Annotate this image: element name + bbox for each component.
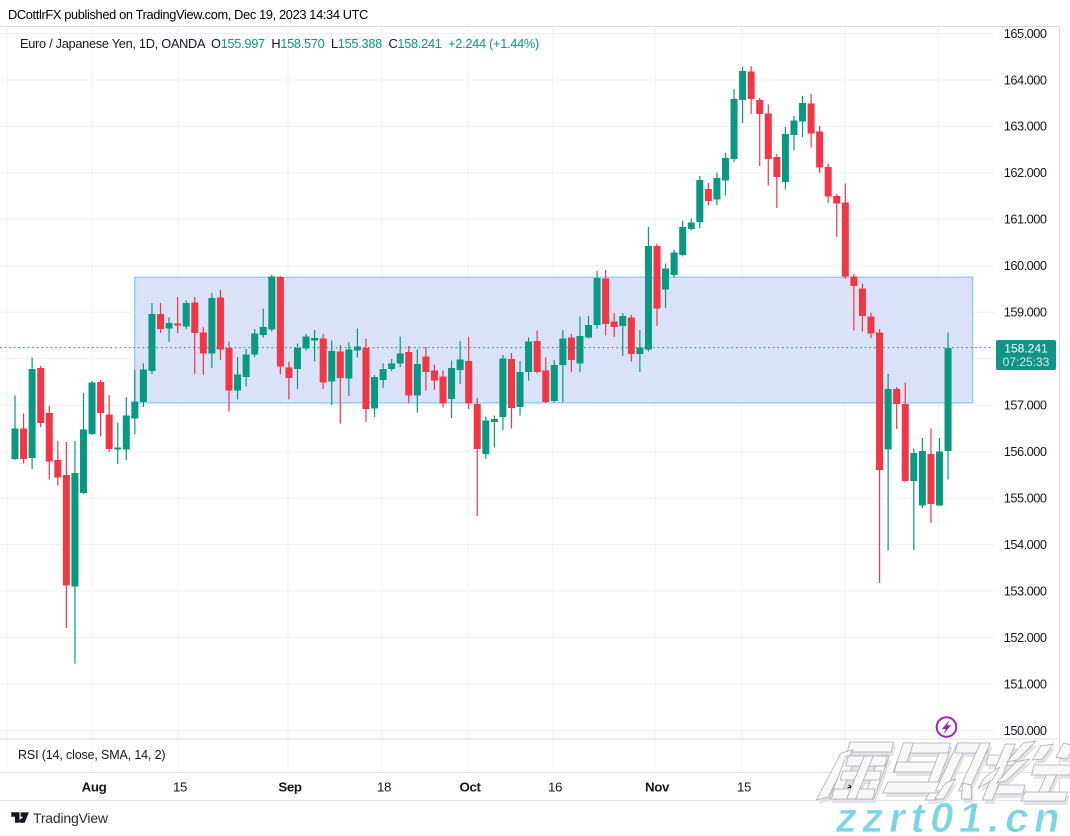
svg-text:159.000: 159.000 xyxy=(1004,305,1047,320)
svg-text:15: 15 xyxy=(173,779,187,794)
svg-text:TradingView: TradingView xyxy=(33,810,109,826)
svg-text:Nov: Nov xyxy=(645,779,670,794)
svg-text:16: 16 xyxy=(548,779,562,794)
svg-text:155.000: 155.000 xyxy=(1004,491,1047,506)
svg-text:Euro / Japanese Yen, 1D, OANDA: Euro / Japanese Yen, 1D, OANDA O155.997 … xyxy=(20,36,539,51)
svg-text:Sep: Sep xyxy=(278,779,301,794)
svg-text:150.000: 150.000 xyxy=(1004,723,1047,738)
svg-text:160.000: 160.000 xyxy=(1004,258,1047,273)
svg-text:zzrt01.cn: zzrt01.cn xyxy=(832,794,1069,836)
svg-text:Oct: Oct xyxy=(460,779,482,794)
svg-text:151.000: 151.000 xyxy=(1004,676,1047,691)
svg-text:DCottlrFX published on Trading: DCottlrFX published on TradingView.com, … xyxy=(8,7,368,22)
svg-text:162.000: 162.000 xyxy=(1004,165,1047,180)
svg-text:165.000: 165.000 xyxy=(1004,26,1047,41)
svg-text:154.000: 154.000 xyxy=(1004,537,1047,552)
svg-text:163.000: 163.000 xyxy=(1004,119,1047,134)
svg-text:18: 18 xyxy=(377,779,391,794)
svg-text:153.000: 153.000 xyxy=(1004,583,1047,598)
svg-text:157.000: 157.000 xyxy=(1004,398,1047,413)
svg-text:152.000: 152.000 xyxy=(1004,630,1047,645)
svg-text:164.000: 164.000 xyxy=(1004,72,1047,87)
svg-text:156.000: 156.000 xyxy=(1004,444,1047,459)
svg-text:07:25:33: 07:25:33 xyxy=(1003,355,1050,369)
svg-text:158.241: 158.241 xyxy=(1004,342,1048,356)
svg-text:RSI (14, close, SMA, 14, 2): RSI (14, close, SMA, 14, 2) xyxy=(18,748,165,762)
svg-text:15: 15 xyxy=(737,779,751,794)
svg-text:Aug: Aug xyxy=(82,779,107,794)
svg-text:161.000: 161.000 xyxy=(1004,212,1047,227)
